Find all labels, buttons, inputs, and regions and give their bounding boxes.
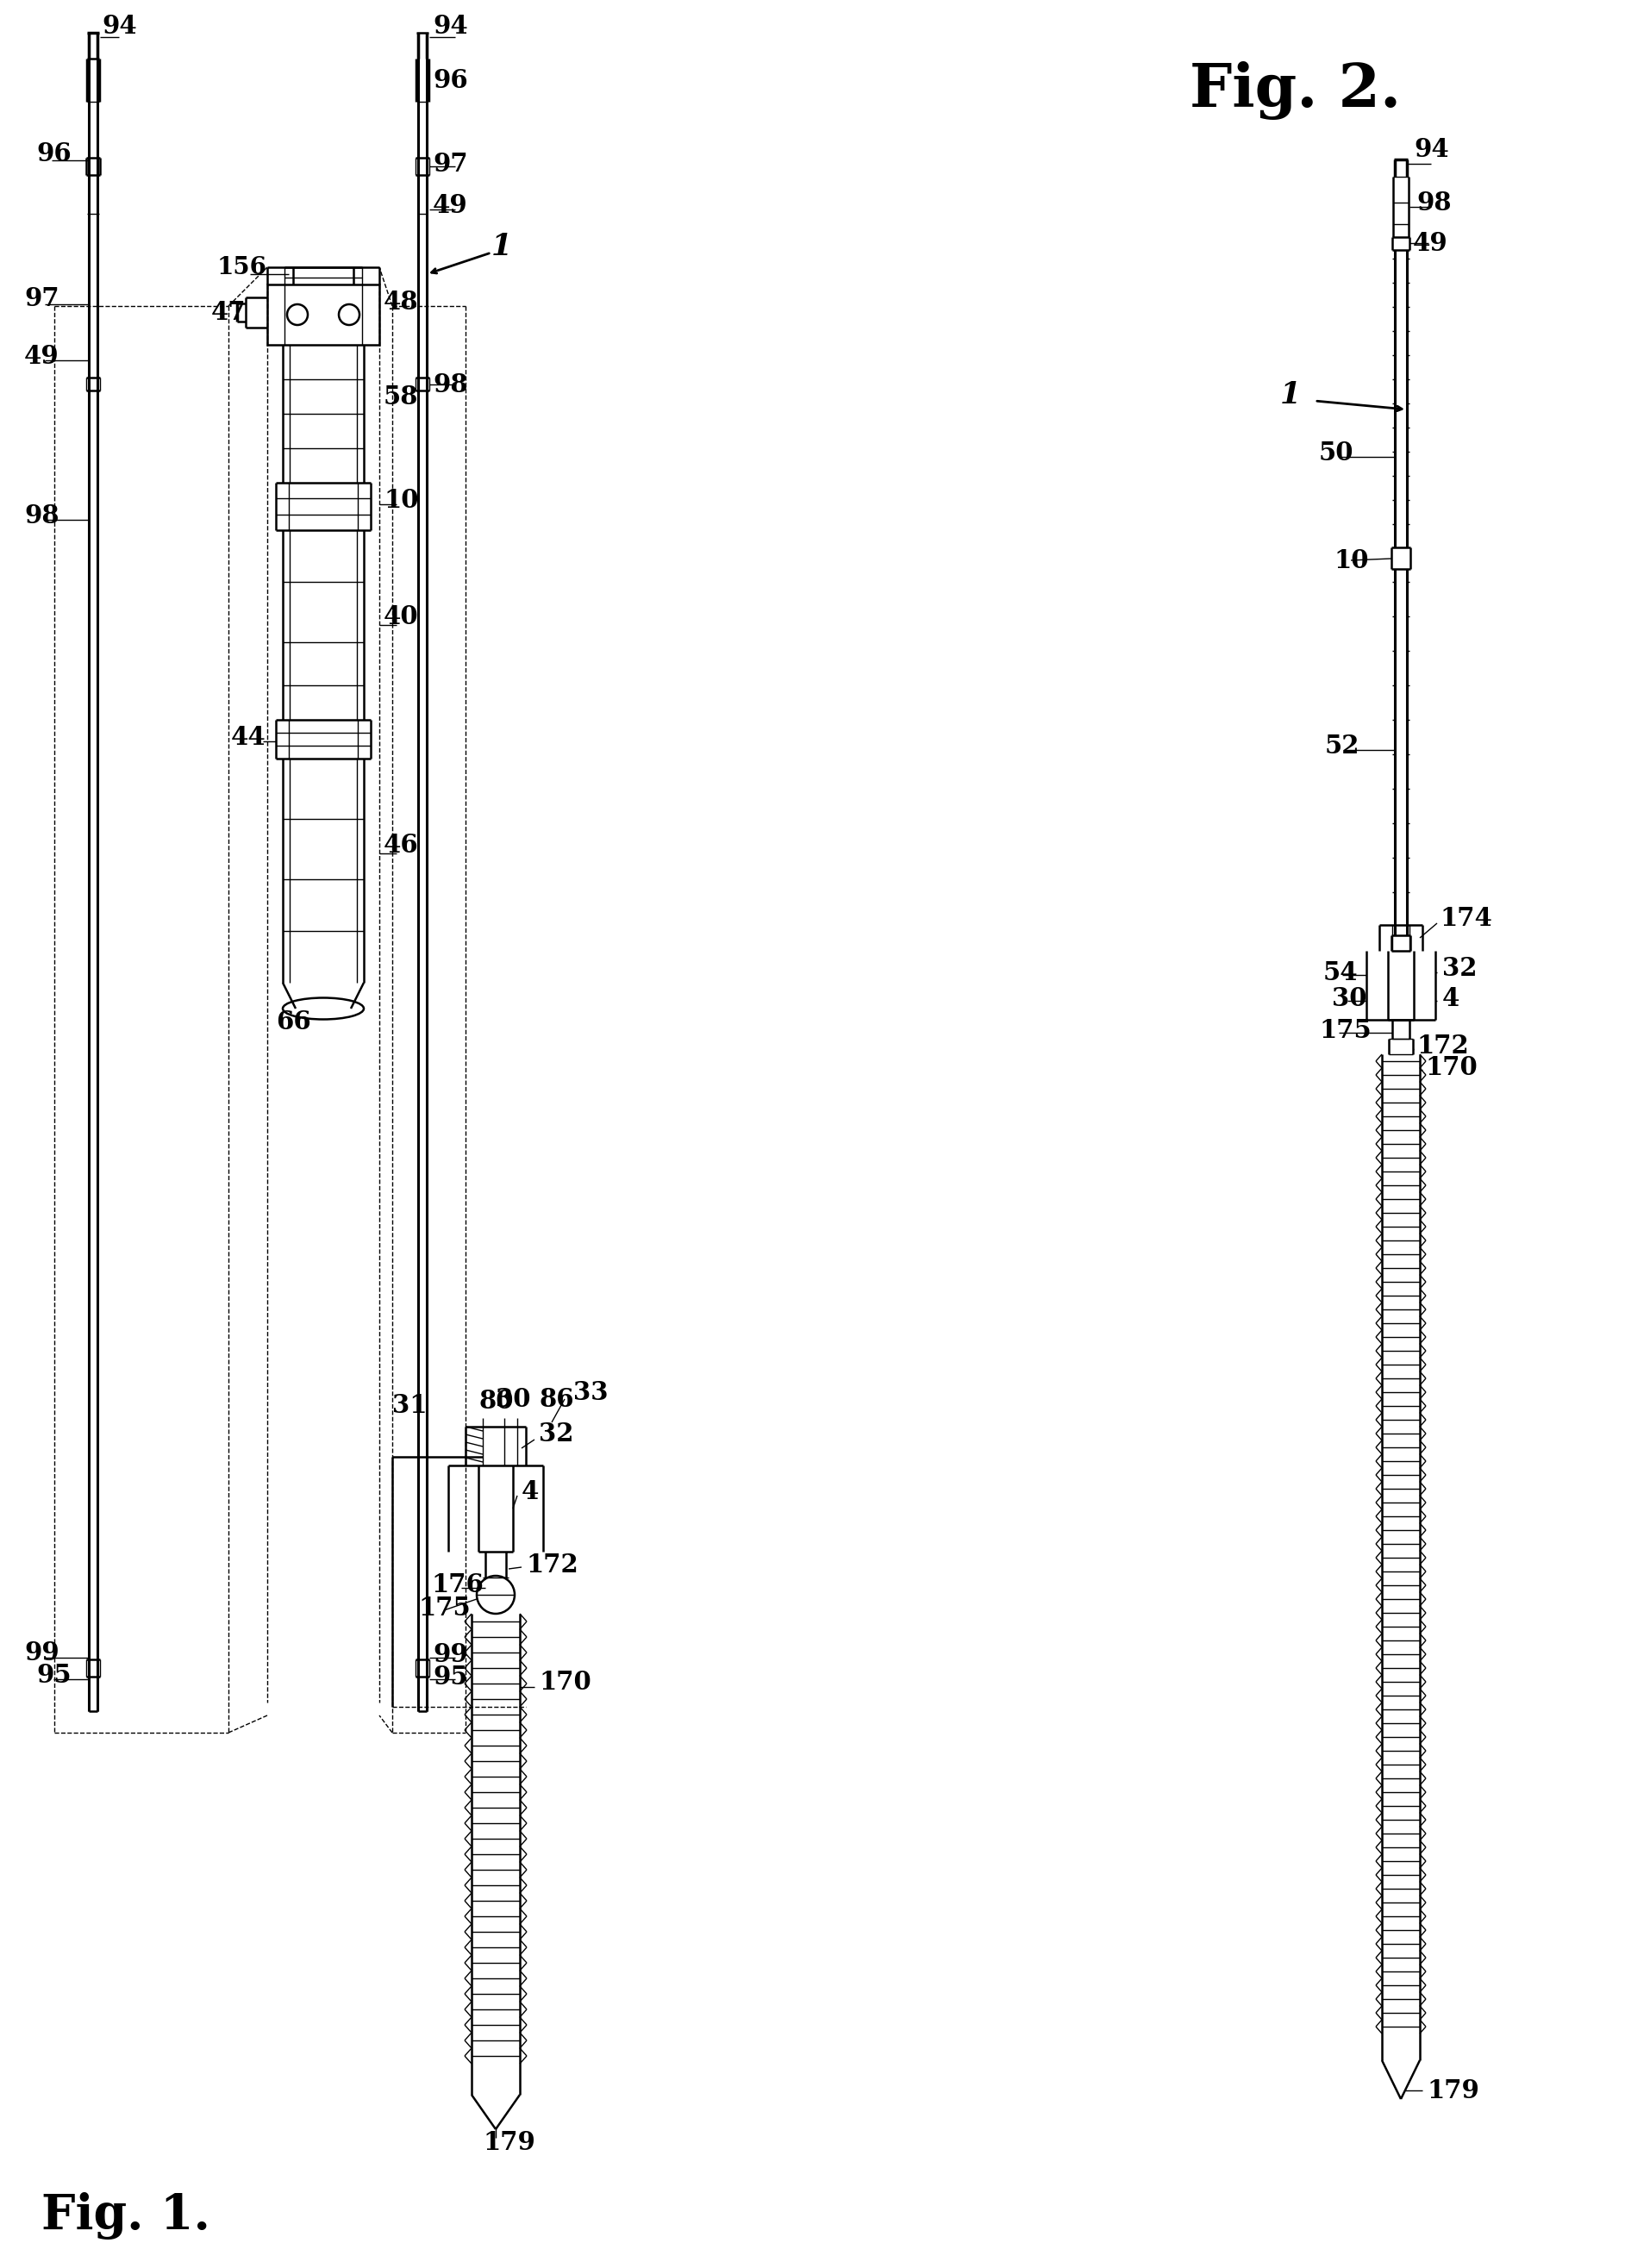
Text: 58: 58 xyxy=(383,383,419,408)
Text: 176: 176 xyxy=(431,1572,484,1597)
Text: 50: 50 xyxy=(1320,440,1354,465)
Text: 4: 4 xyxy=(522,1479,540,1504)
Text: 80: 80 xyxy=(478,1388,513,1413)
Text: 95: 95 xyxy=(432,1665,468,1690)
Text: 99: 99 xyxy=(432,1642,468,1667)
Text: 156: 156 xyxy=(218,256,266,279)
Text: 170: 170 xyxy=(1425,1055,1477,1080)
Text: 179: 179 xyxy=(483,2130,535,2155)
Text: 30: 30 xyxy=(496,1386,531,1411)
Text: 49: 49 xyxy=(432,193,468,218)
Text: 1: 1 xyxy=(1280,381,1302,411)
Text: 95: 95 xyxy=(36,1662,72,1687)
Text: 54: 54 xyxy=(1323,959,1358,984)
Text: 40: 40 xyxy=(383,603,419,628)
Text: 32: 32 xyxy=(540,1422,574,1447)
Text: 94: 94 xyxy=(432,14,468,39)
Text: 175: 175 xyxy=(418,1594,471,1619)
Text: 47: 47 xyxy=(211,299,247,324)
Text: 175: 175 xyxy=(1320,1018,1372,1043)
Text: 99: 99 xyxy=(24,1640,58,1667)
Text: 86: 86 xyxy=(540,1386,574,1411)
Text: 97: 97 xyxy=(432,152,468,177)
Text: 96: 96 xyxy=(432,68,468,93)
Text: 49: 49 xyxy=(24,342,58,367)
Text: 98: 98 xyxy=(432,372,468,397)
Text: Fig. 2.: Fig. 2. xyxy=(1189,61,1401,120)
Text: 10: 10 xyxy=(1334,549,1368,574)
Text: 96: 96 xyxy=(36,141,72,166)
Text: 49: 49 xyxy=(1412,231,1448,256)
Text: 66: 66 xyxy=(276,1009,310,1034)
Text: 33: 33 xyxy=(574,1379,608,1404)
Text: 174: 174 xyxy=(1440,905,1492,930)
Text: 94: 94 xyxy=(1414,136,1450,161)
Text: 172: 172 xyxy=(1417,1034,1469,1059)
Text: 179: 179 xyxy=(1427,2077,1479,2102)
Text: 48: 48 xyxy=(383,290,419,315)
Text: Fig. 1.: Fig. 1. xyxy=(41,2191,210,2239)
Text: 98: 98 xyxy=(1417,191,1451,215)
Text: 4: 4 xyxy=(1443,987,1459,1012)
Text: 1: 1 xyxy=(491,231,512,261)
Text: 46: 46 xyxy=(383,832,419,857)
Text: 98: 98 xyxy=(24,503,58,528)
Text: 32: 32 xyxy=(1443,955,1477,980)
Text: 170: 170 xyxy=(540,1669,592,1694)
Text: 10: 10 xyxy=(383,488,419,513)
Text: 97: 97 xyxy=(24,286,58,311)
Text: 31: 31 xyxy=(392,1393,427,1418)
Text: 44: 44 xyxy=(231,723,266,748)
Text: 172: 172 xyxy=(526,1551,578,1576)
Text: 94: 94 xyxy=(102,14,136,39)
Text: 30: 30 xyxy=(1332,987,1367,1012)
Bar xyxy=(266,284,379,345)
Text: 52: 52 xyxy=(1324,733,1360,758)
